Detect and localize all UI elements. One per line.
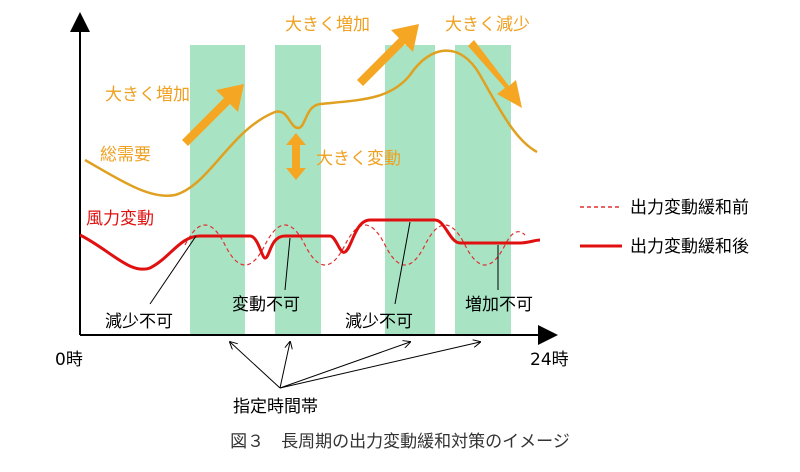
trend-arrows — [182, 24, 522, 180]
annotation: 大きく増加 — [105, 85, 190, 105]
constraint-label: 減少不可 — [345, 312, 413, 332]
annotation: 大きく変動 — [316, 149, 401, 169]
axis-label: 24時 — [530, 350, 569, 370]
callout-lines — [149, 221, 499, 305]
annotation: 大きく減少 — [445, 15, 530, 35]
wind-after-curve — [79, 218, 541, 271]
caption: 図３ 長周期の出力変動緩和対策のイメージ — [230, 432, 570, 452]
annotation: 風力変動 — [86, 209, 154, 229]
legend-label: 出力変動緩和前 — [630, 198, 749, 218]
annotation: 大きく増加 — [285, 15, 370, 35]
constraint-label: 増加不可 — [465, 295, 533, 315]
period-label: 指定時間帯 — [233, 397, 318, 417]
legend-label: 出力変動緩和後 — [630, 237, 749, 257]
wind-before-curve — [184, 224, 526, 266]
annotation: 総需要 — [100, 145, 151, 165]
constraint-label: 減少不可 — [105, 312, 173, 332]
constraint-label: 変動不可 — [232, 295, 300, 315]
period-arrows — [230, 342, 480, 389]
axis-label: 0時 — [55, 350, 83, 370]
demand-curve — [84, 49, 538, 198]
